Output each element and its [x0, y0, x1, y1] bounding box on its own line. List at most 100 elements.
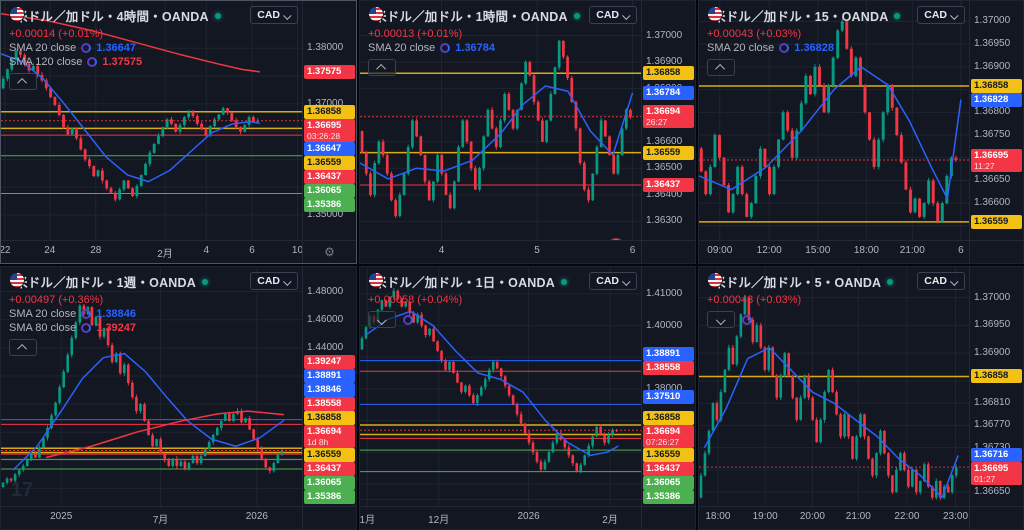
currency-button[interactable]: CAD: [250, 6, 298, 24]
time-axis[interactable]: 18:00 19:00 20:00 21:00 22:00 23:00: [699, 506, 969, 529]
price-tag-green: 1.36065: [304, 183, 355, 198]
price-tick-label: 1.36730: [974, 441, 1011, 453]
time-tick-label: 2025: [50, 511, 73, 522]
time-tick-label: 20:00: [799, 511, 825, 522]
chevron-up-icon: [375, 63, 386, 74]
chevron-down-icon: [376, 315, 387, 326]
bar-countdown: 07:26:27: [646, 437, 680, 447]
time-tick-label: 7月: [152, 515, 169, 526]
chart-plot-area[interactable]: 米ドル／加ドル・1日・OANDA +0.00058 (+0.04%) CAD: [360, 267, 641, 506]
price-tick-label: 1.36770: [974, 419, 1011, 431]
time-tick-label: 21:00: [899, 245, 925, 256]
sma-line: [12, 352, 285, 471]
price-axis[interactable]: 1.370001.369001.368001.367001.366001.365…: [641, 1, 695, 240]
price-axis[interactable]: 1.370001.369501.369001.368501.368001.367…: [969, 1, 1023, 240]
chevron-up-icon: [16, 77, 27, 88]
expand-header-button[interactable]: [707, 311, 735, 328]
price-tick-label: 1.36900: [974, 347, 1011, 359]
price-tick-label: 1.40000: [646, 319, 683, 331]
price-tick-label: 1.36810: [974, 397, 1011, 409]
chart-plot-area[interactable]: 米ドル／加ドル・5・OANDA +0.00043 (+0.03%) CAD: [699, 267, 969, 506]
chart-panel-1w[interactable]: 米ドル／加ドル・1週・OANDA +0.00497 (+0.36%) SMA 20 …: [0, 266, 357, 530]
price-tick-label: 1.37000: [307, 97, 344, 109]
time-axis[interactable]: 22 24 28 2月 4 6 10: [1, 240, 302, 263]
time-tick-label: 18:00: [705, 511, 731, 522]
time-tick-label: 18:00: [853, 245, 879, 256]
price-axis[interactable]: 1.370001.369501.369001.368501.368101.367…: [969, 267, 1023, 506]
time-tick-label: 15:00: [805, 245, 831, 256]
chevron-down-icon: [622, 11, 631, 20]
chart-panel-1h[interactable]: 米ドル／加ドル・1時間・OANDA +0.00013 (+0.01%) SMA 20…: [359, 0, 696, 264]
candlestick-chart[interactable]: [1, 1, 302, 240]
currency-button[interactable]: CAD: [250, 272, 298, 290]
sma-line: [703, 346, 959, 499]
candlestick-chart[interactable]: [699, 267, 969, 506]
time-tick-label: 09:00: [707, 245, 733, 256]
price-axis[interactable]: 1.410001.400001.390001.380001.370001.360…: [641, 267, 695, 506]
time-axis[interactable]: 09:00 12:00 15:00 18:00 21:00 6: [699, 240, 969, 263]
time-tick-label: 2026: [245, 511, 268, 522]
price-tick-label: 1.36650: [974, 486, 1011, 498]
chart-plot-area[interactable]: 米ドル／加ドル・4時間・OANDA +0.00014 (+0.01%) SMA 20…: [1, 1, 302, 240]
price-tag-blue: 1.38891: [304, 369, 355, 383]
price-scale-settings-icon[interactable]: ⚙: [302, 240, 356, 263]
price-tick-label: 1.37000: [646, 29, 683, 41]
time-axis[interactable]: 1月 12月 2026 2月: [360, 506, 641, 529]
chart-plot-area[interactable]: 米ドル／加ドル・1時間・OANDA +0.00013 (+0.01%) SMA 20…: [360, 1, 641, 240]
price-tag-yellow: 1.36559: [971, 214, 1022, 229]
price-tag-red: 1.36695 01:27: [971, 462, 1022, 486]
currency-label: CAD: [596, 275, 619, 287]
time-axis[interactable]: 4 5 6: [360, 240, 641, 263]
bar-countdown: 01:27: [974, 474, 996, 485]
price-axis[interactable]: 1.480001.460001.440001.420001.400001.380…: [302, 267, 356, 506]
time-tick-label: 5: [534, 245, 540, 256]
time-tick-label: 23:00: [942, 511, 969, 522]
time-tick-label: 12:00: [756, 245, 782, 256]
price-tag-red: 1.36437: [643, 462, 694, 476]
axis-corner: [969, 506, 1023, 529]
price-tick-label: 1.38000: [307, 42, 344, 54]
chevron-down-icon: [950, 11, 959, 20]
candlestick-chart[interactable]: [360, 1, 641, 240]
price-tag-red: 1.36437: [304, 462, 355, 476]
currency-button[interactable]: CAD: [917, 272, 965, 290]
chart-panel-1d[interactable]: 米ドル／加ドル・1日・OANDA +0.00058 (+0.04%) CAD 1.41…: [359, 266, 696, 530]
candlestick-chart[interactable]: [1, 267, 302, 506]
bar-countdown: 26:27: [646, 117, 668, 128]
price-tag-yellow: 1.36858: [304, 411, 355, 425]
price-tag-red: 1.37575: [304, 64, 355, 79]
price-tag-blue: 1.38891: [643, 346, 694, 361]
price-axis[interactable]: 1.380001.375001.370001.365001.360001.355…: [302, 1, 356, 240]
currency-button[interactable]: CAD: [589, 272, 637, 290]
candlestick-chart[interactable]: [360, 267, 641, 506]
time-tick-label: 1月: [360, 515, 376, 526]
collapse-header-button[interactable]: [368, 59, 396, 76]
chart-plot-area[interactable]: 米ドル／加ドル・15・OANDA +0.00043 (+0.03%) SMA 20 …: [699, 1, 969, 240]
candlestick-chart[interactable]: [699, 1, 969, 240]
price-tag-blue: 1.36716: [971, 448, 1022, 463]
collapse-header-button[interactable]: [707, 59, 735, 76]
currency-label: CAD: [596, 9, 619, 21]
price-tag-green: 1.35386: [643, 490, 694, 504]
currency-button[interactable]: CAD: [917, 6, 965, 24]
time-axis[interactable]: 2025 7月 2026: [1, 506, 302, 529]
expand-header-button[interactable]: [368, 311, 396, 328]
price-tag-yellow: 1.36559: [643, 145, 694, 160]
price-tag-yellow: 1.36858: [971, 369, 1022, 384]
price-tick-label: 1.37000: [974, 15, 1011, 27]
collapse-header-button[interactable]: [9, 73, 37, 90]
currency-button[interactable]: CAD: [589, 6, 637, 24]
price-tick-label: 1.36900: [646, 56, 683, 68]
collapse-header-button[interactable]: [9, 339, 37, 356]
currency-label: CAD: [924, 275, 947, 287]
chart-plot-area[interactable]: 米ドル／加ドル・1週・OANDA +0.00497 (+0.36%) SMA 20 …: [1, 267, 302, 506]
time-tick-label: 4: [203, 245, 210, 256]
chart-panel-5m[interactable]: 米ドル／加ドル・5・OANDA +0.00043 (+0.03%) CAD 1.370…: [698, 266, 1024, 530]
time-tick-label: 4: [438, 245, 445, 256]
chart-panel-15m[interactable]: 米ドル／加ドル・15・OANDA +0.00043 (+0.03%) SMA 20 …: [698, 0, 1024, 264]
price-tick-label: 1.36900: [974, 60, 1011, 72]
chart-panel-4h[interactable]: 米ドル／加ドル・4時間・OANDA +0.00014 (+0.01%) SMA 20…: [0, 0, 357, 264]
axis-corner: [641, 240, 695, 263]
price-tick-label: 1.37000: [974, 291, 1011, 303]
